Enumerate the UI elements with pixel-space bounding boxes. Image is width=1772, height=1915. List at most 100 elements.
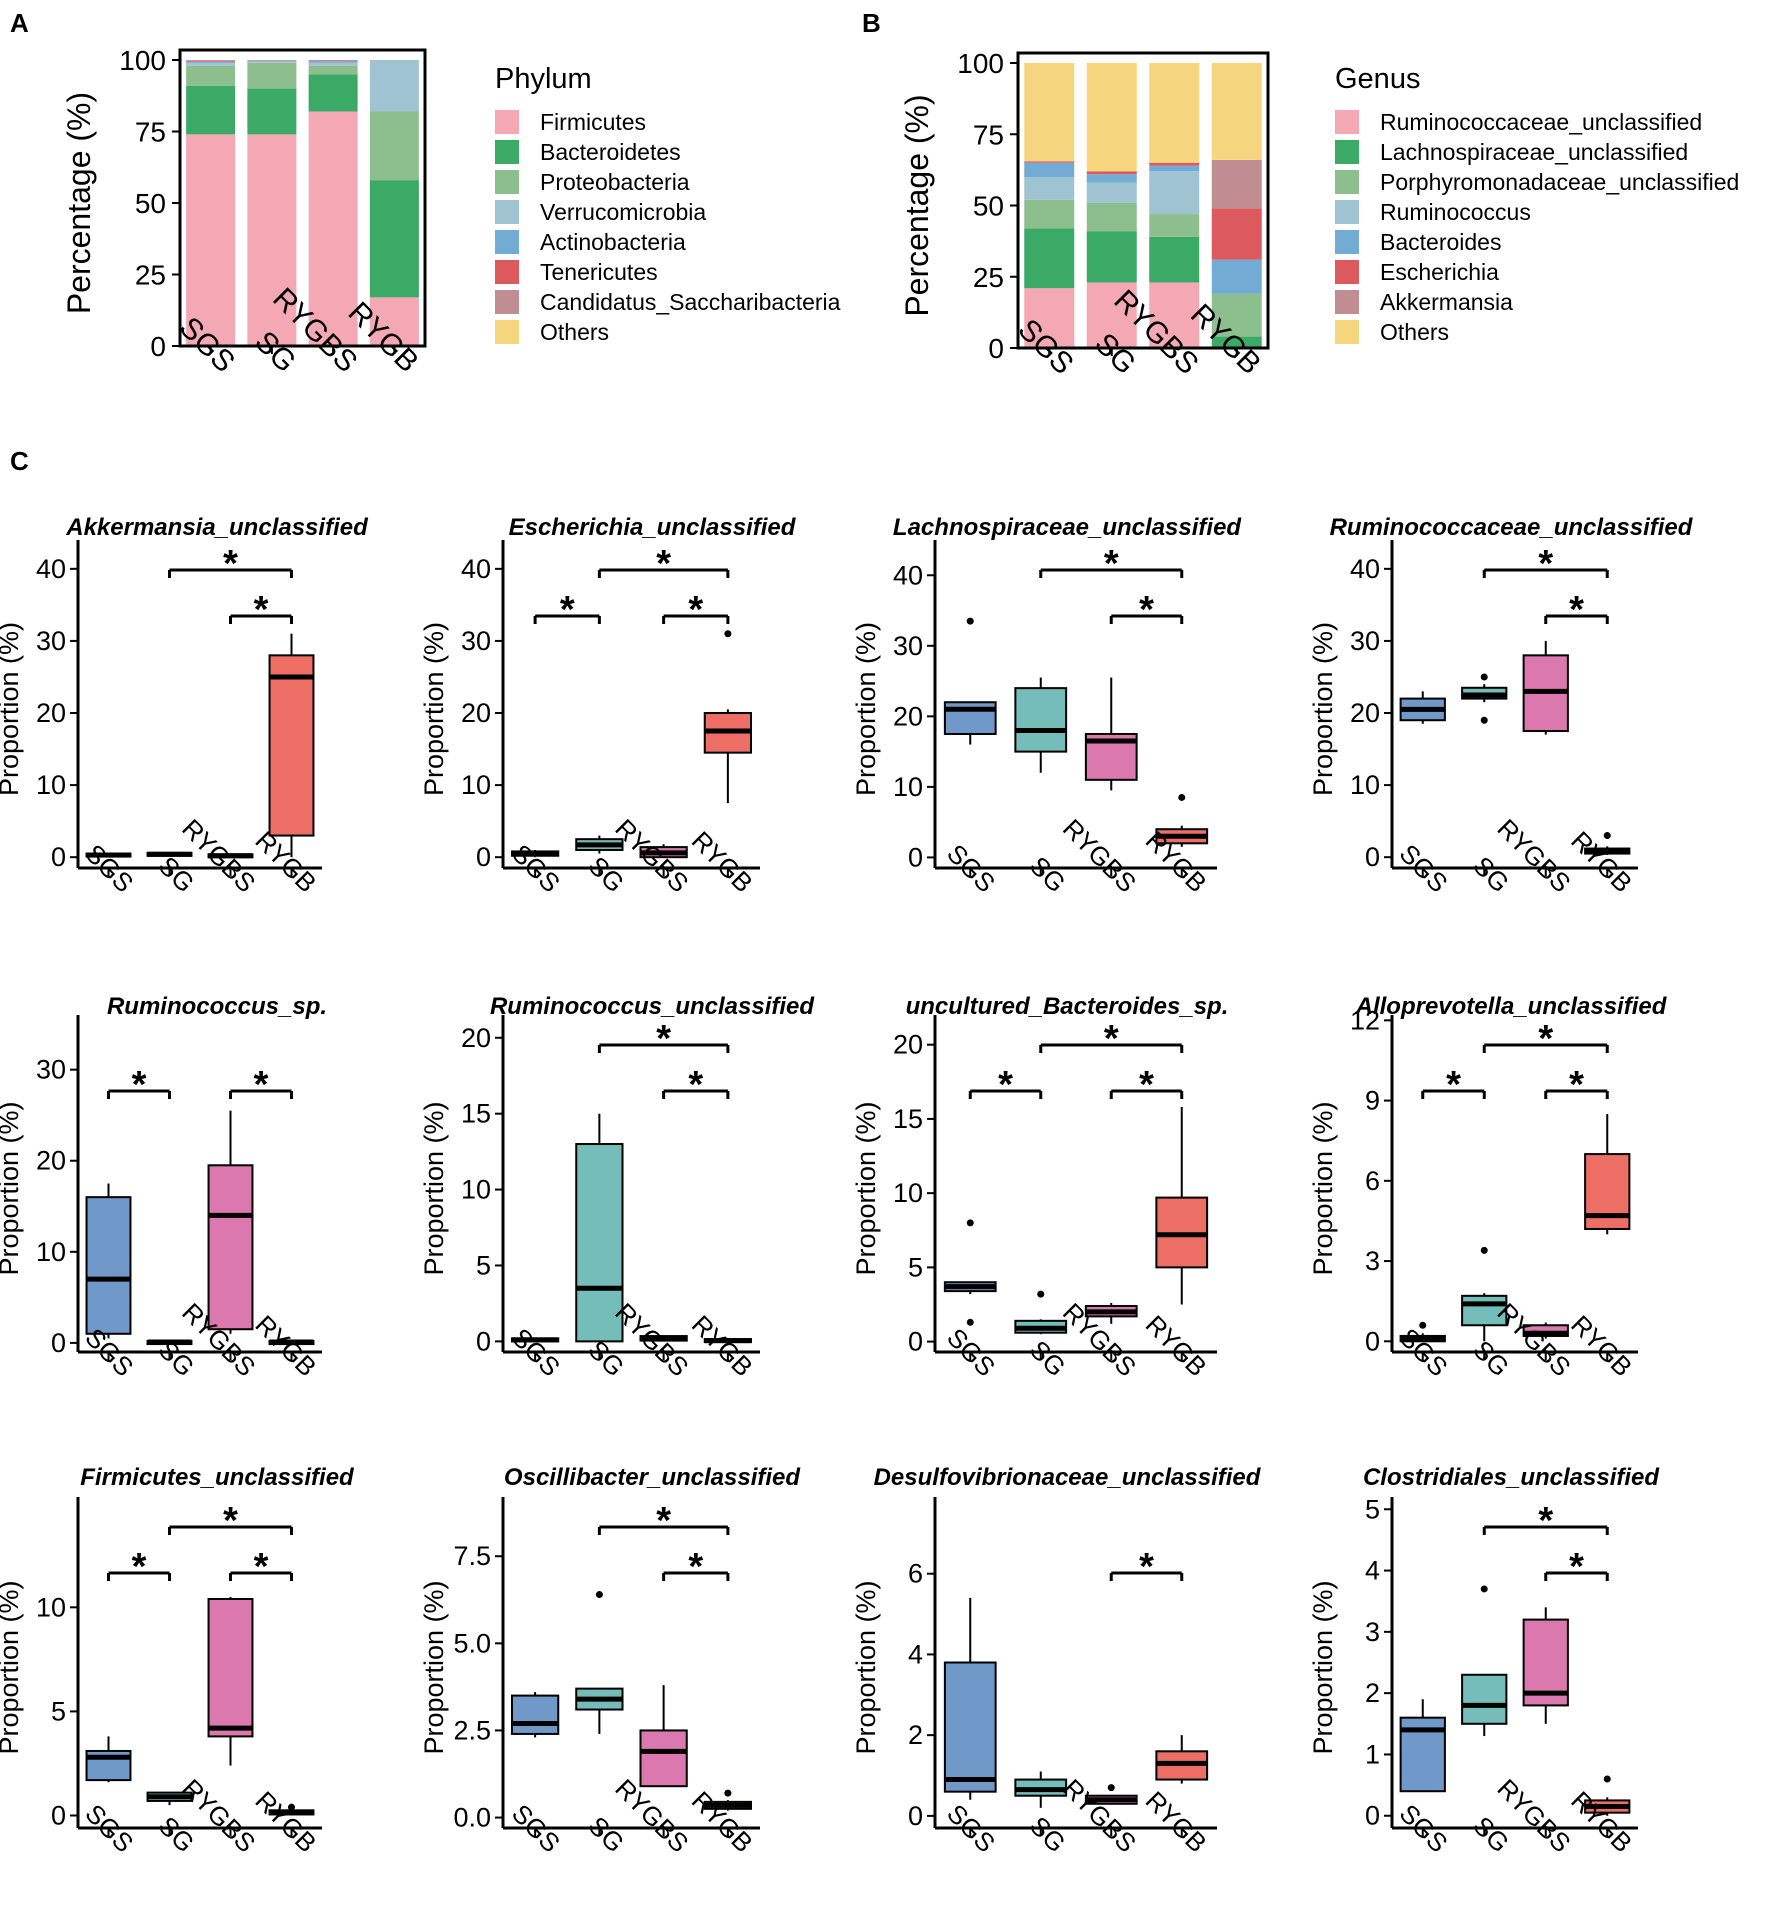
legend-swatch bbox=[495, 230, 519, 254]
outlier-point bbox=[966, 617, 974, 625]
x-tick-label: RYGBS bbox=[1057, 813, 1142, 898]
x-tick-label: SGS bbox=[79, 1798, 139, 1858]
legend-label: Tenericutes bbox=[540, 259, 658, 285]
significance-bracket: * bbox=[107, 1064, 171, 1106]
box-rygb bbox=[268, 633, 315, 858]
iqr-box bbox=[639, 1729, 688, 1788]
y-tick-label: 0.0 bbox=[453, 1803, 491, 1833]
box-rygbs bbox=[1522, 1322, 1569, 1339]
legend-swatch bbox=[495, 260, 519, 284]
x-tick-label: RYGB bbox=[686, 825, 759, 898]
legend-swatch bbox=[495, 170, 519, 194]
significance-bracket: * bbox=[1544, 1064, 1609, 1106]
chart-title: uncultured_Bacteroides_sp. bbox=[906, 993, 1229, 1020]
panel-b-label: B bbox=[862, 8, 881, 38]
iqr-box bbox=[207, 1598, 254, 1738]
box-rygb bbox=[703, 1789, 753, 1811]
significance-star: * bbox=[223, 1500, 238, 1542]
y-tick-label: 10 bbox=[893, 1178, 923, 1208]
y-tick-label: 40 bbox=[461, 554, 491, 584]
y-tick-label: 20 bbox=[461, 698, 491, 728]
legend-label: Firmicutes bbox=[540, 109, 646, 135]
stacked-bar-segment bbox=[247, 88, 297, 135]
box-rygbs bbox=[207, 1110, 254, 1334]
iqr-box bbox=[1014, 687, 1068, 753]
stacked-bar-segment bbox=[308, 60, 358, 61]
y-tick-label: 6 bbox=[1365, 1166, 1380, 1196]
y-tick-label: 0 bbox=[476, 842, 491, 872]
legend-swatch bbox=[495, 290, 519, 314]
stacked-bar-segment bbox=[1024, 288, 1075, 348]
x-tick-label: SGS bbox=[941, 1798, 1001, 1858]
significance-bracket: * bbox=[1482, 543, 1609, 585]
iqr-box bbox=[85, 1196, 132, 1335]
significance-bracket: * bbox=[597, 543, 730, 585]
significance-bracket: * bbox=[662, 1064, 730, 1106]
stacked-bar-segment bbox=[247, 62, 297, 89]
stacked-bar-segment bbox=[1024, 199, 1075, 229]
y-tick-label: 50 bbox=[973, 191, 1004, 222]
chart-title: Desulfovibrionaceae_unclassified bbox=[874, 1464, 1262, 1491]
iqr-box bbox=[943, 1661, 997, 1793]
y-tick-label: 30 bbox=[1350, 626, 1380, 656]
boxplot-panels: Akkermansia_unclassified010203040Proport… bbox=[0, 514, 1694, 1858]
significance-bracket: * bbox=[597, 1500, 730, 1542]
significance-star: * bbox=[656, 1018, 671, 1060]
y-tick-label: 0 bbox=[150, 331, 166, 362]
outlier-point bbox=[1603, 1775, 1611, 1783]
box-sg bbox=[1014, 677, 1068, 773]
stacked-bar-segment bbox=[186, 65, 236, 86]
box-sg bbox=[1461, 673, 1508, 724]
y-tick-label: 0 bbox=[1365, 1801, 1380, 1831]
stacked-bar-segment bbox=[1149, 171, 1200, 215]
x-tick-label: RYGB bbox=[249, 1785, 322, 1858]
y-tick-label: 0 bbox=[908, 1327, 923, 1357]
significance-star: * bbox=[1104, 1018, 1119, 1060]
chart-title: Lachnospiraceae_unclassified bbox=[893, 514, 1242, 541]
y-tick-label: 3 bbox=[1365, 1246, 1380, 1276]
boxplot-chart: Ruminococcaceae_unclassified 0 10 20 30 40 Pro… bbox=[1308, 514, 1694, 898]
box-rygbs bbox=[207, 1596, 254, 1766]
stacked-bar-segment bbox=[1211, 63, 1262, 160]
iqr-box bbox=[1522, 1324, 1569, 1337]
boxplot-chart: Firmicutes_unclassified 0 5 10 Proportion (%… bbox=[0, 1464, 355, 1858]
legend-swatch bbox=[495, 320, 519, 344]
y-axis-label: Proportion (%) bbox=[851, 622, 881, 796]
box-sg bbox=[146, 1791, 193, 1806]
legend-label: Others bbox=[1380, 319, 1449, 345]
y-tick-label: 40 bbox=[893, 560, 923, 590]
x-tick-label: SGS bbox=[506, 838, 566, 898]
box-rygbs bbox=[1084, 1784, 1138, 1805]
box-sg bbox=[575, 1113, 624, 1343]
y-tick-label: 0 bbox=[476, 1326, 491, 1356]
outlier-point bbox=[1037, 1290, 1045, 1298]
stacked-bar-segment bbox=[1086, 202, 1137, 232]
y-tick-label: 0 bbox=[1365, 1326, 1380, 1356]
outlier-point bbox=[1480, 716, 1488, 724]
iqr-box bbox=[510, 1694, 560, 1735]
significance-bracket: * bbox=[107, 1546, 171, 1588]
chart-title: Escherichia_unclassified bbox=[509, 514, 797, 541]
box-sgs bbox=[943, 1597, 997, 1800]
y-tick-label: 20 bbox=[893, 1030, 923, 1060]
y-tick-label: 3 bbox=[1365, 1617, 1380, 1647]
outlier-point bbox=[1419, 1321, 1427, 1329]
y-tick-label: 15 bbox=[893, 1104, 923, 1134]
stacked-bar-segment bbox=[1211, 208, 1262, 260]
significance-star: * bbox=[688, 1064, 703, 1106]
legend-swatch bbox=[495, 200, 519, 224]
outlier-point bbox=[966, 1219, 974, 1227]
significance-star: * bbox=[656, 543, 671, 585]
stacked-bar-segment bbox=[1086, 231, 1137, 283]
significance-star: * bbox=[560, 589, 575, 631]
y-tick-label: 100 bbox=[119, 45, 166, 76]
stacked-bar-segment bbox=[1024, 161, 1075, 163]
legend: Genus Ruminococcaceae_unclassified Lachnos… bbox=[1335, 63, 1739, 345]
box-rygbs bbox=[1084, 1303, 1138, 1324]
y-tick-label: 75 bbox=[135, 117, 166, 148]
y-tick-label: 0 bbox=[51, 1328, 66, 1358]
significance-bracket: * bbox=[168, 1500, 293, 1542]
box-sgs bbox=[85, 1736, 132, 1783]
